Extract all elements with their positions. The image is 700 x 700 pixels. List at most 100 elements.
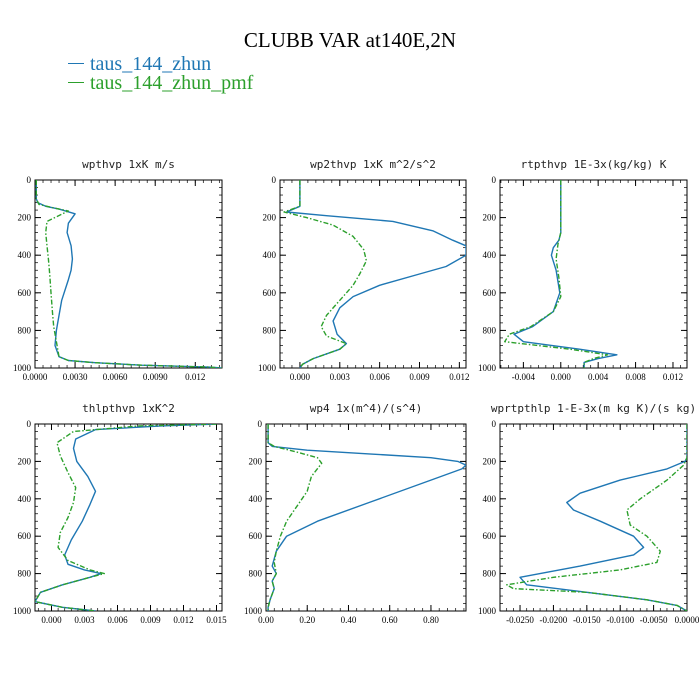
y-tick-label: 400	[18, 250, 32, 260]
x-tick-label: 0.012	[173, 615, 193, 625]
y-tick-label: 400	[249, 494, 263, 504]
y-tick-label: 800	[18, 569, 32, 579]
x-tick-label: 0.012	[185, 372, 205, 382]
y-tick-label: 800	[263, 325, 277, 335]
series-line-zhun-pmf	[267, 424, 323, 611]
x-tick-label: 0.000	[41, 615, 62, 625]
series-line-zhun	[513, 180, 618, 368]
series-line-zhun-pmf	[35, 424, 217, 611]
x-tick-label: 0.40	[341, 615, 357, 625]
plot-frame	[279, 179, 467, 369]
y-tick-label: 800	[483, 569, 497, 579]
chart-panel: wp2thvp 1xK m^2/s^2 0.000 0.003 0.006 0.009 0…	[258, 158, 469, 382]
y-tick-label: 1000	[478, 606, 497, 616]
x-tick-label: -0.0200	[540, 615, 568, 625]
x-tick-label: 0.0030	[63, 372, 88, 382]
legend-label: taus_144_zhun	[90, 53, 212, 75]
y-tick-label: 200	[483, 456, 497, 466]
y-tick-label: 600	[263, 288, 277, 298]
y-tick-label: 400	[483, 250, 497, 260]
y-tick-label: 800	[483, 325, 497, 335]
x-tick-label: 0.008	[625, 372, 646, 382]
x-tick-label: 0.009	[140, 615, 161, 625]
y-tick-label: 200	[483, 213, 497, 223]
x-tick-label: 0.015	[206, 615, 227, 625]
y-tick-label: 400	[263, 250, 277, 260]
legend-line-icon	[68, 62, 84, 64]
series-line-zhun	[35, 424, 217, 611]
x-tick-label: 0.004	[588, 372, 609, 382]
x-tick-label: 0.006	[107, 615, 128, 625]
x-tick-label: 0.012	[449, 372, 469, 382]
panel-title: wp2thvp 1xK m^2/s^2	[310, 158, 436, 171]
panel-title: rtpthvp 1E-3x(kg/kg) K	[521, 158, 667, 171]
chart-panel: rtpthvp 1E-3x(kg/kg) K -0.004 0.000 0.004 0.…	[478, 158, 688, 382]
y-tick-label: 600	[249, 531, 263, 541]
y-tick-label: 1000	[13, 363, 32, 373]
y-tick-label: 0	[492, 175, 497, 185]
chart-panel: wpthvp 1xK m/s 0.0000 0.0030 0.0060 0.0090 0.…	[13, 158, 223, 382]
x-tick-label: 0.0060	[103, 372, 128, 382]
x-tick-label: 0.003	[330, 372, 351, 382]
x-tick-label: 0.60	[382, 615, 398, 625]
y-tick-label: 400	[18, 494, 32, 504]
y-tick-label: 0	[258, 419, 263, 429]
plot-frame	[34, 179, 223, 369]
plot-frame	[265, 423, 467, 612]
y-tick-label: 1000	[244, 606, 263, 616]
x-tick-label: 0.80	[423, 615, 439, 625]
x-tick-label: 0.006	[370, 372, 391, 382]
y-tick-label: 200	[263, 213, 277, 223]
x-tick-label: 0.0000	[675, 615, 700, 625]
y-tick-label: 600	[18, 288, 32, 298]
y-tick-label: 0	[272, 175, 277, 185]
y-tick-label: 400	[483, 494, 497, 504]
panel-title: wp4 1x(m^4)/(s^4)	[310, 402, 423, 415]
plot-frame	[34, 423, 223, 612]
y-tick-label: 800	[249, 569, 263, 579]
y-tick-label: 600	[18, 531, 32, 541]
y-tick-label: 600	[483, 288, 497, 298]
plot-frame	[499, 179, 688, 369]
y-tick-label: 200	[249, 456, 263, 466]
series-line-zhun	[519, 424, 687, 611]
x-tick-label: 0.0090	[143, 372, 168, 382]
y-tick-label: 1000	[258, 363, 277, 373]
legend-line-icon	[68, 81, 84, 83]
chart-panel: wp4 1x(m^4)/(s^4) 0.00 0.20 0.40 0.60 0.80 0 20…	[244, 402, 467, 625]
y-tick-label: 200	[18, 213, 32, 223]
y-tick-label: 600	[483, 531, 497, 541]
x-tick-label: -0.0250	[506, 615, 534, 625]
series-line-zhun	[285, 180, 466, 368]
x-tick-label: -0.0050	[640, 615, 668, 625]
series-line-zhun-pmf	[504, 180, 609, 368]
y-tick-label: 200	[18, 456, 32, 466]
x-tick-label: 0.000	[290, 372, 311, 382]
plot-frame	[499, 423, 688, 612]
figure-title: CLUBB VAR at140E,2N	[243, 28, 457, 52]
y-tick-label: 0	[492, 419, 497, 429]
legend-entry-1: taus_144_zhun	[68, 53, 211, 76]
x-tick-label: 0.012	[663, 372, 683, 382]
series-line-zhun-pmf	[35, 180, 222, 368]
x-tick-label: 0.003	[74, 615, 95, 625]
x-tick-label: 0.00	[258, 615, 274, 625]
y-tick-label: 800	[18, 325, 32, 335]
x-tick-label: 0.20	[299, 615, 315, 625]
chart-panel: wprtpthlp 1-E-3x(m kg K)/(s kg) -0.0250 -0…	[478, 402, 700, 625]
series-line-zhun-pmf	[283, 180, 368, 368]
panel-title: thlpthvp 1xK^2	[82, 402, 175, 415]
y-tick-label: 1000	[13, 606, 32, 616]
panel-title: wprtpthlp 1-E-3x(m kg K)/(s kg)	[491, 402, 696, 415]
y-tick-label: 0	[27, 419, 32, 429]
legend-label: taus_144_zhun_pmf	[90, 72, 254, 94]
panel-title: wpthvp 1xK m/s	[82, 158, 175, 171]
x-tick-label: -0.0150	[573, 615, 601, 625]
y-tick-label: 1000	[478, 363, 497, 373]
x-tick-label: 0.009	[409, 372, 430, 382]
series-line-zhun-pmf	[506, 424, 687, 611]
chart-panel: thlpthvp 1xK^2 0.000 0.003 0.006 0.009 0.012 0…	[13, 402, 227, 625]
x-tick-label: -0.004	[512, 372, 536, 382]
y-tick-label: 0	[27, 175, 32, 185]
